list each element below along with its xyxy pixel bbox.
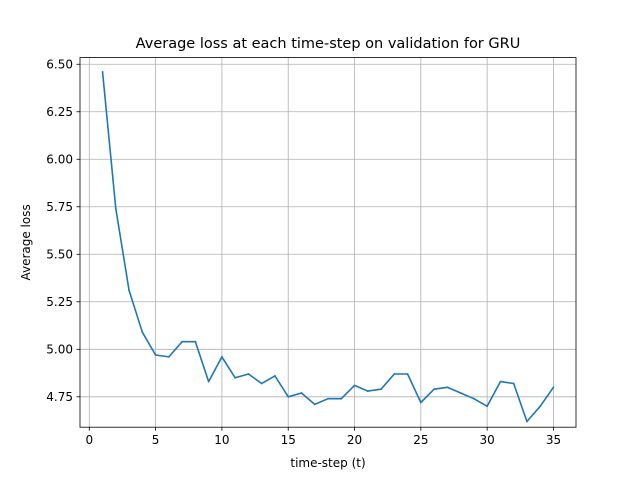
grid: [80, 57, 576, 428]
y-tick-label: 5.00: [46, 343, 73, 357]
data-point: [499, 380, 502, 383]
y-tick-label: 5.25: [46, 295, 73, 309]
y-tick-label: 6.25: [46, 105, 73, 119]
x-tick-label: 10: [214, 433, 229, 447]
data-point: [221, 355, 223, 358]
data-point: [128, 289, 130, 292]
x-tick-label: 25: [413, 433, 428, 447]
plot-frame: [79, 57, 577, 428]
data-point: [154, 354, 157, 356]
data-point: [353, 384, 356, 387]
data-point: [380, 388, 382, 391]
data-point: [287, 395, 290, 398]
x-tick-label: 5: [152, 433, 160, 447]
y-axis-label: Average loss: [19, 204, 33, 280]
x-tick-label: 15: [281, 433, 296, 447]
data-point: [446, 386, 449, 389]
data-point: [459, 392, 462, 394]
data-point: [194, 340, 197, 343]
y-tick-label: 4.75: [46, 390, 73, 404]
data-point: [207, 380, 210, 383]
y-tick-label: 5.75: [46, 200, 73, 214]
data-point: [260, 382, 263, 385]
data-point: [167, 355, 170, 358]
data-point: [141, 331, 144, 334]
data-point: [274, 374, 276, 377]
data-point: [433, 388, 435, 391]
x-tick-label: 0: [85, 433, 93, 447]
data-point: [512, 382, 515, 385]
data-point: [313, 403, 316, 406]
x-tick-label: 20: [347, 433, 362, 447]
data-point: [101, 70, 104, 73]
x-axis-label: time-step (t): [290, 456, 365, 470]
data-point: [327, 397, 329, 400]
data-point: [247, 373, 250, 375]
data-point: [552, 386, 555, 389]
data-point: [181, 340, 184, 343]
data-point: [300, 392, 303, 394]
y-tick-label: 6.50: [46, 58, 73, 72]
data-point: [472, 397, 475, 400]
data-point: [114, 207, 117, 210]
y-tick-label: 6.00: [46, 153, 73, 167]
data-point: [393, 373, 396, 375]
data-point: [486, 405, 489, 408]
x-axis: 0 5 10 15 20 25 30 35: [85, 427, 561, 447]
data-point: [366, 390, 369, 392]
x-tick-label: 30: [480, 433, 495, 447]
y-axis: 4.75 5.00 5.25 5.50 5.75 6.00 6.25 6.50: [46, 58, 80, 404]
data-point: [234, 376, 237, 379]
y-tick-label: 5.50: [46, 248, 73, 262]
series-layer: [101, 70, 555, 423]
x-tick-label: 35: [546, 433, 561, 447]
data-point: [526, 420, 528, 423]
data-point: [419, 401, 422, 404]
data-point: [340, 397, 343, 400]
data-point: [539, 405, 542, 408]
chart-title: Average loss at each time-step on valida…: [136, 36, 521, 52]
data-point: [406, 373, 409, 375]
